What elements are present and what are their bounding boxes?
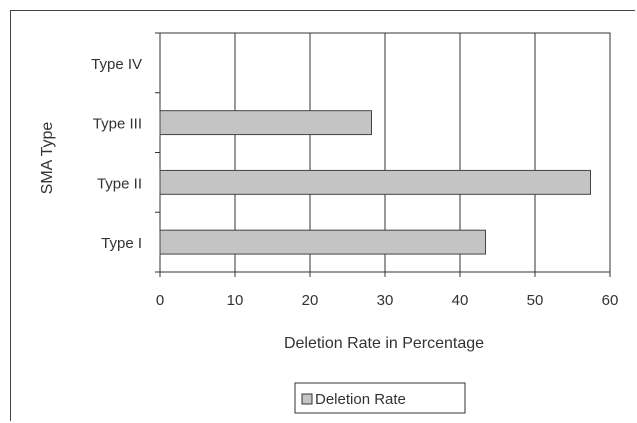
- bar-type-iii: [159, 110, 372, 136]
- y-tick-label: Type II: [97, 175, 142, 192]
- y-tick-labels: Type I Type II Type III Type IV: [91, 56, 142, 252]
- legend: Deletion Rate: [294, 382, 466, 414]
- x-tick-label: 20: [302, 292, 319, 309]
- x-tick-label: 40: [452, 292, 469, 309]
- x-axis-label: Deletion Rate in Percentage: [284, 335, 484, 352]
- x-tick-label: 60: [602, 292, 619, 309]
- y-axis-label: SMA Type: [39, 122, 56, 195]
- y-tick-label: Type IV: [91, 56, 142, 73]
- legend-label: Deletion Rate: [315, 391, 406, 408]
- x-tick-label: 10: [227, 292, 244, 309]
- plot-area: [155, 32, 611, 277]
- x-tick-label: 30: [377, 292, 394, 309]
- x-tick-label: 50: [527, 292, 544, 309]
- x-tick-labels: 0 10 20 30 40 50 60: [156, 292, 619, 309]
- bar-type-i: [159, 229, 486, 255]
- legend-box: [294, 382, 466, 414]
- x-tick-label: 0: [156, 292, 164, 309]
- y-tick-label: Type I: [101, 235, 142, 252]
- legend-swatch: [301, 393, 313, 405]
- y-tick-label: Type III: [93, 116, 142, 133]
- bar-type-ii: [159, 169, 591, 195]
